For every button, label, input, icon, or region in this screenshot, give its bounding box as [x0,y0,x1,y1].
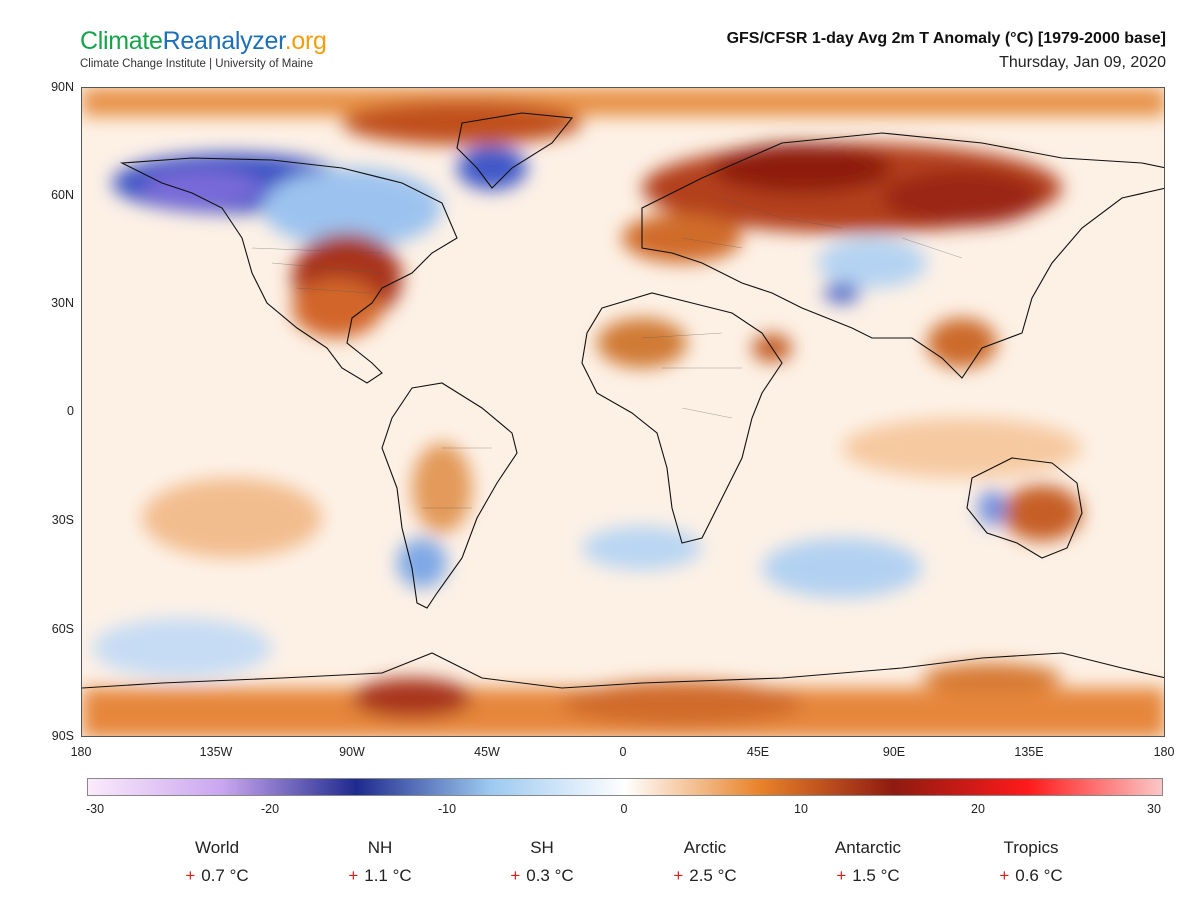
stat-arctic-value-line: +2.5 °C [635,866,775,886]
eurasia-outline [641,132,1164,379]
stat-antarctic-sign: + [836,866,847,885]
stat-sh: SH +0.3 °C [472,838,612,886]
logo-part-reanalyzer: Reanalyzer [162,27,285,55]
stat-antarctic-value-line: +1.5 °C [798,866,938,886]
stat-sh-value-line: +0.3 °C [472,866,612,886]
lon-label-45w: 45W [474,745,500,759]
greenland-outline [456,112,574,189]
colorbar-label-10: 10 [794,802,808,816]
stat-nh-sign: + [348,866,359,885]
map-date: Thursday, Jan 09, 2020 [999,54,1166,71]
stat-nh-name: NH [367,838,393,857]
lat-label-60n: 60N [51,188,74,202]
lon-label-45e: 45E [746,745,770,759]
lon-label-180w: 180 [70,745,92,759]
colorbar [87,778,1163,796]
stat-world-sign: + [185,866,196,885]
logo-wordmark: ClimateReanalyzer.org [80,26,327,56]
colorbar-label-20: 20 [971,802,985,816]
stat-antarctic-name: Antarctic [834,838,902,857]
colorbar-label-0: 0 [620,802,628,816]
lat-label-30s: 30S [51,513,74,527]
stat-world: World +0.7 °C [147,838,287,886]
stat-tropics-name: Tropics [1003,838,1059,857]
australia-outline [966,457,1083,559]
stat-sh-sign: + [510,866,521,885]
colorbar-label-30: 30 [1147,802,1161,816]
stat-antarctic: Antarctic +1.5 °C [798,838,938,886]
stat-nh-value-line: +1.1 °C [310,866,450,886]
map-title: GFS/CFSR 1-day Avg 2m T Anomaly (°C) [19… [726,30,1166,47]
antarctica-outline [82,652,1164,689]
lat-label-60s: 60S [51,622,74,636]
stat-tropics-value-line: +0.6 °C [961,866,1101,886]
africa-outline [581,292,783,544]
lat-label-90n: 90N [51,80,74,94]
stat-antarctic-value: 1.5 °C [852,866,900,885]
stat-arctic: Arctic +2.5 °C [635,838,775,886]
stat-tropics-value: 0.6 °C [1015,866,1063,885]
stat-arctic-sign: + [673,866,684,885]
logo-part-org: .org [284,27,327,55]
stat-nh-value: 1.1 °C [364,866,412,885]
lon-label-135e: 135E [1014,745,1044,759]
map-title-block: GFS/CFSR 1-day Avg 2m T Anomaly (°C) [19… [727,30,1166,72]
lat-label-30n: 30N [51,296,74,310]
colorbar-label-neg10: -10 [437,802,457,816]
lon-label-90e: 90E [882,745,906,759]
stat-world-name: World [194,838,240,857]
stat-sh-value: 0.3 °C [526,866,574,885]
lat-label-90s: 90S [51,729,74,743]
stat-nh: NH +1.1 °C [310,838,450,886]
south-america-outline [381,382,518,609]
stat-tropics: Tropics +0.6 °C [961,838,1101,886]
colorbar-label-neg30: -30 [85,802,105,816]
site-logo[interactable]: ClimateReanalyzer.org Climate Change Ins… [80,26,327,70]
anomaly-map [81,87,1165,737]
stat-tropics-sign: + [999,866,1010,885]
logo-subtitle: Climate Change Institute | University of… [80,58,314,70]
stat-world-value-line: +0.7 °C [147,866,287,886]
lon-label-180e: 180 [1153,745,1175,759]
stat-world-value: 0.7 °C [201,866,249,885]
continent-outlines [82,112,1164,689]
lon-label-135w: 135W [199,745,233,759]
stat-sh-name: SH [530,838,554,857]
stat-arctic-value: 2.5 °C [689,866,737,885]
colorbar-label-neg20: -20 [260,802,280,816]
stat-arctic-name: Arctic [683,838,727,857]
anomaly-map-svg [82,88,1164,736]
lon-label-0: 0 [619,745,627,759]
north-america-outline [119,157,458,384]
lat-label-0: 0 [67,404,74,418]
logo-part-climate: Climate [80,27,163,55]
country-borders [251,197,963,509]
lon-label-90w: 90W [339,745,365,759]
